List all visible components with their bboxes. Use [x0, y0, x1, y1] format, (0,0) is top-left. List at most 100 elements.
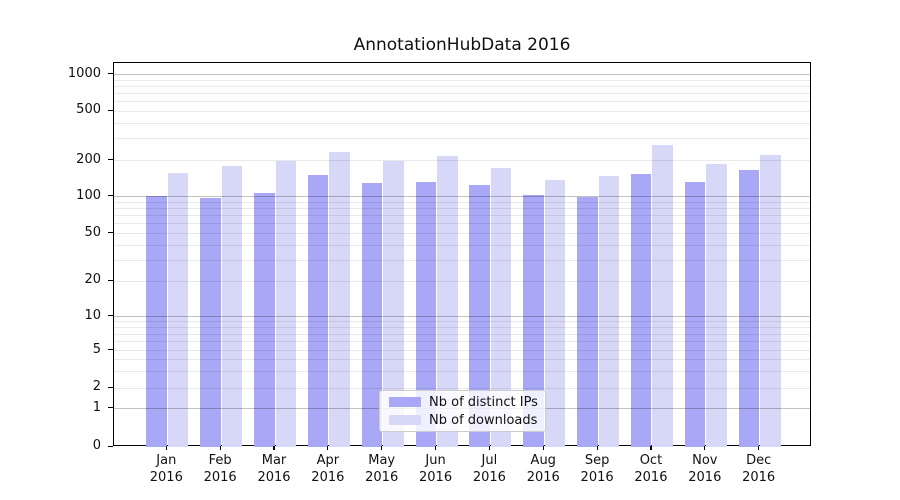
bar-downloads-dec: [760, 155, 781, 447]
x-tick-label-month-aug: Aug: [530, 453, 556, 468]
x-tick-label-jun: Jun 2016: [408, 452, 464, 486]
y-tick-label-1000: 1000: [67, 65, 101, 81]
chart-title: AnnotationHubData 2016: [353, 35, 571, 55]
bar-downloads-mar: [275, 160, 296, 447]
y-tick-mark-50: [108, 232, 113, 234]
bar-downloads-jan: [167, 173, 189, 447]
x-tick-mark-jan: [165, 446, 167, 450]
gridline-minor-3: [114, 371, 810, 373]
y-tick-mark-2: [108, 386, 113, 388]
x-tick-label-apr: Apr 2016: [300, 452, 356, 486]
gridline-minor-300: [114, 138, 810, 140]
gridline-minor-90: [114, 201, 810, 203]
gridline-minor-9: [114, 321, 810, 323]
x-tick-label-month-sep: Sep: [584, 453, 610, 468]
y-tick-label-50: 50: [84, 224, 101, 240]
y-tick-label-500: 500: [76, 102, 101, 118]
bar-downloads-aug: [544, 179, 566, 447]
gridline-minor-200: [114, 160, 810, 162]
gridline-minor-7: [114, 333, 810, 335]
x-tick-mark-sep: [596, 446, 598, 450]
bar-distinct-ips-feb: [200, 197, 221, 447]
bar-distinct-ips-may: [361, 183, 383, 447]
bar-distinct-ips-jan: [146, 195, 167, 447]
gridline-minor-900: [114, 79, 810, 81]
x-tick-mark-oct: [650, 446, 652, 450]
bar-downloads-jul: [490, 168, 512, 447]
bar-downloads-sep: [598, 176, 620, 447]
x-tick-label-month-dec: Dec: [746, 453, 772, 468]
x-tick-label-month-nov: Nov: [692, 453, 718, 468]
bar-distinct-ips-jul: [469, 185, 490, 447]
bar-distinct-ips-mar: [254, 192, 275, 447]
gridline-minor-600: [114, 101, 810, 103]
x-tick-label-aug: Aug 2016: [515, 452, 571, 486]
x-tick-label-month-jun: Jun: [425, 453, 446, 468]
gridline-minor-8: [114, 327, 810, 329]
bar-distinct-ips-apr: [307, 174, 329, 447]
x-tick-mark-mar: [273, 446, 275, 450]
bar-distinct-ips-oct: [630, 173, 652, 447]
plot-area: [113, 62, 811, 447]
y-tick-label-10: 10: [84, 307, 101, 323]
gridline-minor-500: [114, 110, 810, 112]
grid-layer: [114, 63, 810, 445]
y-tick-mark-100: [108, 195, 113, 197]
gridline-minor-20: [114, 280, 810, 282]
gridline-minor-50: [114, 233, 810, 235]
gridline-minor-30: [114, 259, 810, 261]
legend: Nb of distinct IPs Nb of downloads: [379, 390, 546, 432]
y-tick-label-200: 200: [76, 151, 101, 167]
x-tick-label-month-jul: Jul: [481, 453, 498, 468]
x-tick-mark-aug: [542, 446, 544, 450]
x-tick-label-month-jan: Jan: [156, 453, 177, 468]
y-tick-label-100: 100: [76, 187, 101, 203]
gridline-minor-800: [114, 85, 810, 87]
bar-downloads-nov: [706, 163, 727, 447]
gridline-minor-4: [114, 359, 810, 361]
x-tick-label-nov: Nov 2016: [677, 452, 733, 486]
x-tick-label-year-apr: 2016: [311, 470, 345, 485]
x-tick-label-feb: Feb 2016: [192, 452, 248, 486]
gridline-minor-5: [114, 350, 810, 352]
bar-distinct-ips-aug: [523, 194, 544, 447]
bar-distinct-ips-nov: [684, 182, 706, 447]
y-tick-mark-0: [108, 445, 113, 447]
bar-downloads-oct: [652, 144, 673, 447]
x-tick-mark-apr: [327, 446, 329, 450]
x-tick-label-jan: Jan 2016: [138, 452, 194, 486]
y-tick-mark-10: [108, 315, 113, 317]
gridline-major-100: [114, 196, 810, 198]
x-tick-mark-jun: [434, 446, 437, 450]
y-tick-mark-200: [108, 159, 113, 161]
y-tick-label-20: 20: [84, 272, 101, 288]
x-tick-label-month-apr: Apr: [316, 453, 340, 468]
gridline-minor-6: [114, 341, 810, 343]
x-tick-mark-jul: [488, 446, 490, 450]
legend-swatch-distinct-ips: [389, 397, 421, 407]
x-tick-label-month-mar: Mar: [261, 453, 287, 468]
y-tick-mark-1000: [108, 73, 113, 75]
gridline-major-1000: [114, 74, 810, 76]
legend-row-distinct-ips: Nb of distinct IPs: [389, 394, 538, 410]
x-tick-label-year-may: 2016: [365, 470, 399, 485]
x-tick-label-year-dec: 2016: [742, 470, 776, 485]
x-tick-label-year-feb: 2016: [203, 470, 237, 485]
x-tick-label-sep: Sep 2016: [569, 452, 625, 486]
legend-label-distinct-ips: Nb of distinct IPs: [429, 394, 538, 410]
y-tick-mark-5: [108, 349, 113, 351]
x-tick-label-year-oct: 2016: [634, 470, 668, 485]
gridline-minor-2: [114, 387, 810, 389]
gridline-minor-40: [114, 244, 810, 246]
x-tick-label-may: May 2016: [354, 452, 410, 486]
gridline-minor-70: [114, 215, 810, 217]
x-tick-label-year-aug: 2016: [526, 470, 560, 485]
gridline-minor-60: [114, 223, 810, 225]
x-tick-mark-feb: [219, 446, 221, 450]
y-tick-mark-20: [108, 279, 113, 282]
x-tick-label-year-mar: 2016: [257, 470, 291, 485]
x-tick-mark-may: [381, 446, 383, 450]
y-tick-mark-500: [108, 109, 113, 112]
gridline-minor-80: [114, 208, 810, 210]
x-tick-mark-nov: [704, 446, 706, 450]
